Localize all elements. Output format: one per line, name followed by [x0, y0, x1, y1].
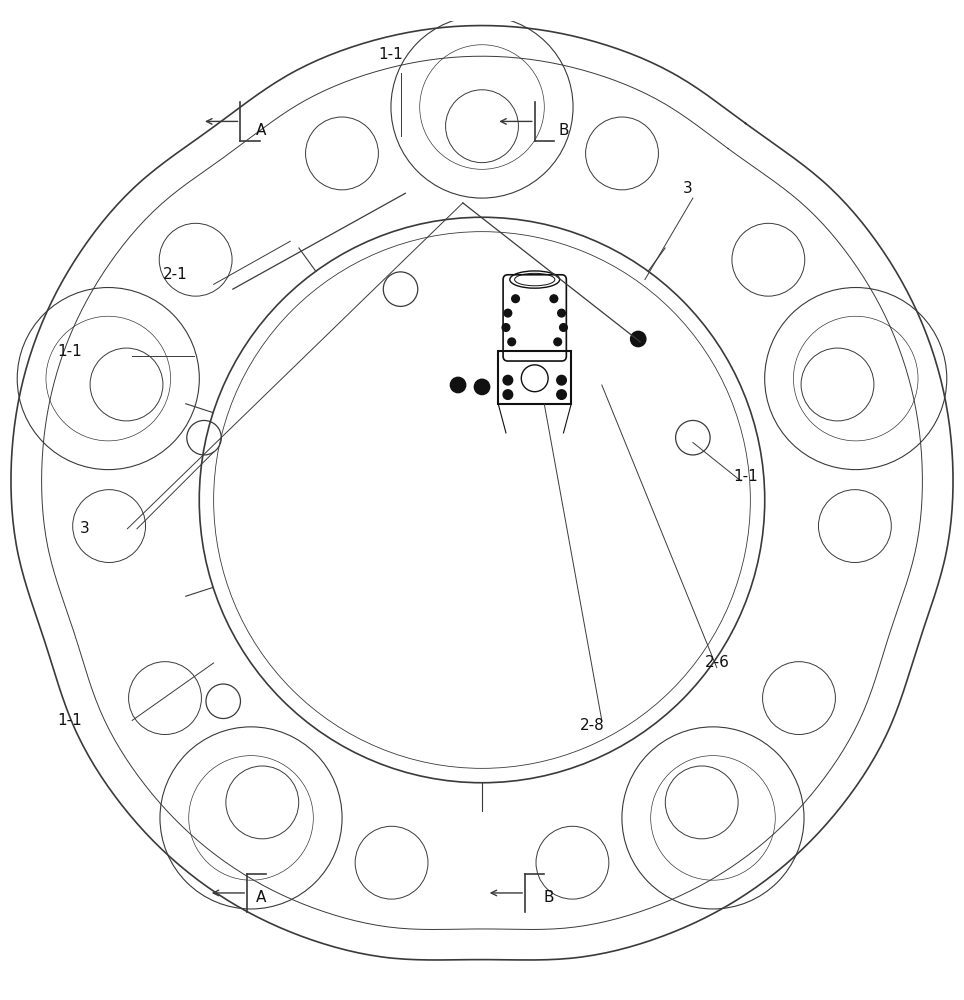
Text: 2-8: 2-8	[580, 718, 604, 733]
Text: 2-6: 2-6	[705, 655, 729, 670]
Circle shape	[557, 375, 566, 385]
Circle shape	[502, 324, 510, 331]
Circle shape	[560, 324, 567, 331]
Circle shape	[550, 295, 558, 303]
Text: B: B	[544, 890, 554, 905]
Circle shape	[512, 295, 520, 303]
Text: B: B	[558, 123, 569, 138]
Text: A: A	[256, 890, 267, 905]
Circle shape	[503, 390, 513, 399]
Circle shape	[503, 375, 513, 385]
Text: A: A	[256, 123, 267, 138]
Circle shape	[558, 309, 565, 317]
Text: 1-1: 1-1	[734, 469, 758, 484]
Text: 2-1: 2-1	[163, 267, 188, 282]
Circle shape	[557, 390, 566, 399]
Circle shape	[630, 331, 646, 347]
Circle shape	[504, 309, 512, 317]
Text: 3: 3	[79, 521, 89, 536]
Text: 3: 3	[683, 181, 693, 196]
Text: 1-1: 1-1	[379, 47, 403, 62]
Circle shape	[474, 379, 490, 395]
Circle shape	[554, 338, 562, 346]
Text: 1-1: 1-1	[58, 713, 82, 728]
Text: 1-1: 1-1	[58, 344, 82, 359]
Circle shape	[450, 377, 466, 393]
Bar	[498, 351, 571, 404]
Circle shape	[508, 338, 516, 346]
